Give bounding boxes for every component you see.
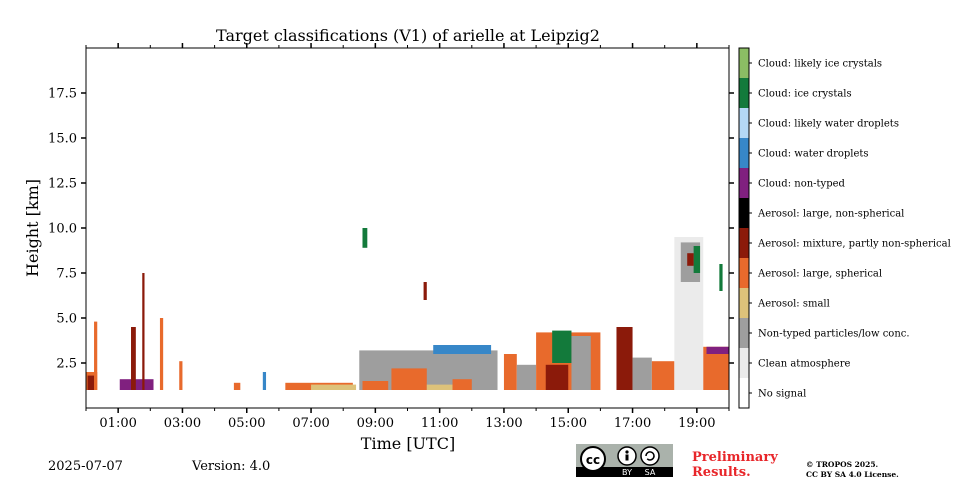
y-tick-label: 12.5	[48, 177, 77, 192]
preliminary-label: Preliminary	[692, 450, 778, 465]
legend-swatch-0	[739, 48, 749, 78]
legend-label-5: Aerosol: large, non-spherical	[757, 209, 904, 220]
legend-label-11: No signal	[758, 389, 806, 400]
legend-label-7: Aerosol: large, spherical	[757, 269, 882, 280]
legend-swatch-8	[739, 288, 749, 318]
legend-swatch-7	[739, 258, 749, 288]
region-water-17	[433, 345, 492, 354]
sa-icon	[640, 446, 660, 466]
region-aer-mixture-4	[131, 327, 136, 390]
results-label: Results.	[692, 465, 751, 480]
legend-label-3: Cloud: water droplets	[758, 149, 869, 160]
region-aer-mixture-1	[87, 375, 95, 390]
legend-label-6: Aerosol: mixture, partly non-spherical	[757, 239, 951, 250]
by-text: BY	[622, 468, 632, 477]
y-tick-label: 17.5	[48, 87, 77, 102]
legend-label-0: Cloud: likely ice crystals	[758, 59, 882, 70]
legend-swatch-6	[739, 228, 749, 258]
x-tick-label: 09:00	[357, 416, 394, 431]
y-tick-label: 2.5	[56, 357, 77, 372]
region-ice-35	[719, 264, 723, 291]
y-axis: 2.5 5.0 7.5 10.0 12.5 15.0 17.5	[48, 87, 734, 372]
x-tick-label: 17:00	[614, 416, 651, 431]
region-aer-small-11	[311, 384, 357, 390]
region-aer-mixture-19	[423, 282, 427, 300]
legend-swatch-4	[739, 168, 749, 198]
region-aer-large-sph-7	[179, 361, 183, 390]
legend-swatch-10	[739, 348, 749, 378]
legend-swatch-9	[739, 318, 749, 348]
x-tick-label: 07:00	[292, 416, 329, 431]
legend-swatch-3	[739, 138, 749, 168]
x-tick-label: 19:00	[678, 416, 715, 431]
region-aer-mixture-32	[687, 253, 694, 266]
version-label: Version: 4.0	[191, 459, 270, 474]
region-nontyped-particles-27	[632, 357, 652, 390]
region-aer-small-15	[426, 384, 453, 390]
region-aer-large-sph-8	[233, 382, 241, 390]
region-aer-large-sph-14	[391, 368, 427, 390]
x-tick-label: 03:00	[164, 416, 201, 431]
region-aer-mixture-5	[142, 273, 145, 390]
region-water-9	[262, 372, 267, 390]
y-axis-label: Height [km]	[23, 179, 42, 277]
cc-icon	[580, 446, 606, 472]
region-ice-31	[693, 246, 701, 273]
legend-label-1: Cloud: ice crystals	[758, 89, 852, 100]
region-nontyped-particles-25	[571, 336, 591, 390]
legend-label-8: Aerosol: small	[757, 299, 830, 310]
y-tick-label: 10.0	[48, 222, 77, 237]
region-cloud-nontyped-3	[119, 379, 154, 390]
region-aer-mixture-26	[616, 327, 633, 390]
colorbar-frame	[738, 47, 750, 409]
legend-swatch-1	[739, 78, 749, 108]
cc-text: cc	[586, 453, 600, 467]
legend-label-2: Cloud: likely water droplets	[758, 119, 899, 130]
legend-colorbar: Cloud: likely ice crystals Cloud: ice cry…	[738, 47, 951, 409]
region-cloud-nontyped-34	[706, 346, 729, 354]
region-aer-large-sph-2	[94, 321, 98, 390]
plot-data-layer	[86, 228, 729, 390]
y-tick-label: 7.5	[56, 267, 77, 282]
x-axis: 01:00 03:00 05:00 07:00 09:00 11:00 13:00 15:00…	[85, 43, 730, 431]
x-tick-label: 13:00	[485, 416, 522, 431]
region-ice-24	[552, 330, 572, 363]
y-tick-label: 15.0	[48, 132, 77, 147]
region-aer-large-sph-6	[159, 318, 164, 390]
legend-swatch-5	[739, 198, 749, 228]
region-aer-large-sph-28	[651, 361, 675, 390]
legend-swatch-2	[739, 108, 749, 138]
legend-label-9: Non-typed particles/low conc.	[758, 329, 910, 340]
region-aer-large-sph-20	[503, 354, 517, 390]
date-label: 2025-07-07	[48, 459, 123, 474]
region-aer-large-sph-16	[452, 379, 472, 390]
region-aer-mixture-23	[545, 364, 569, 390]
copyright-line-1: © TROPOS 2025.	[806, 460, 878, 469]
legend-label-10: Clean atmosphere	[758, 359, 851, 370]
y-tick-label: 5.0	[56, 312, 77, 327]
x-tick-label: 15:00	[550, 416, 587, 431]
x-tick-label: 01:00	[99, 416, 136, 431]
region-aer-large-sph-13	[362, 381, 389, 390]
cc-license-badge: cc BY SA	[576, 444, 673, 477]
legend-label-4: Cloud: non-typed	[758, 179, 846, 190]
copyright-line-2: CC BY SA 4.0 License.	[806, 470, 899, 479]
sa-text: SA	[645, 468, 656, 477]
legend-swatch-11	[739, 378, 749, 408]
region-ice-18	[362, 228, 368, 248]
x-tick-label: 05:00	[228, 416, 265, 431]
x-tick-label: 11:00	[421, 416, 458, 431]
chart-title: Target classifications (V1) of arielle a…	[216, 26, 600, 45]
region-nontyped-particles-21	[516, 364, 537, 390]
x-axis-label: Time [UTC]	[361, 434, 455, 453]
